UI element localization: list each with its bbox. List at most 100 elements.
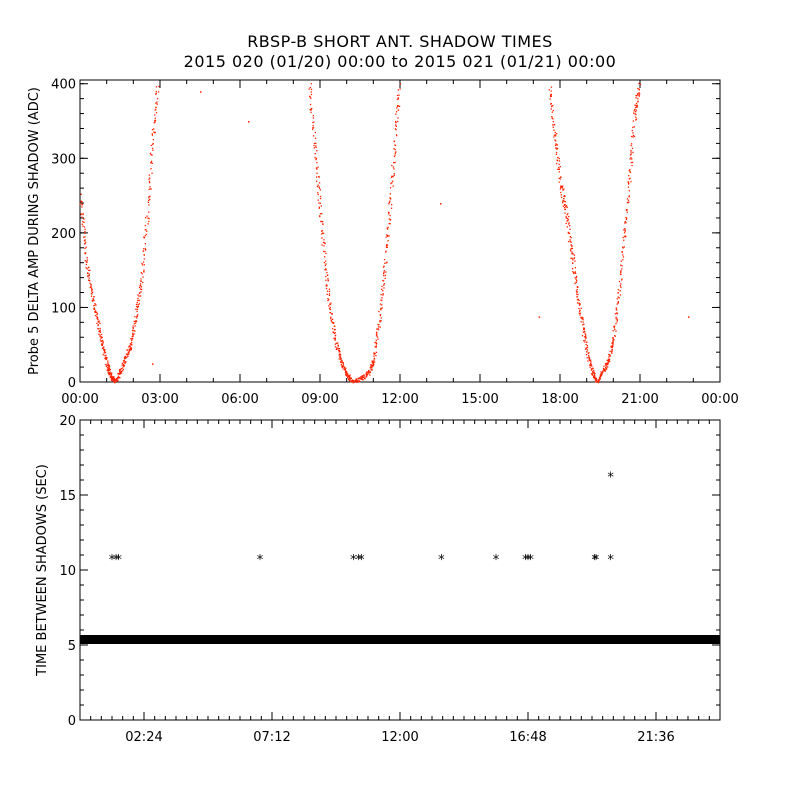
data-point (103, 348, 105, 350)
data-point (319, 195, 322, 198)
data-point (602, 367, 605, 370)
data-point (373, 353, 375, 355)
data-point (345, 372, 348, 374)
data-point (321, 230, 324, 232)
data-point (139, 288, 142, 290)
data-point: * (115, 553, 122, 568)
data-point (607, 362, 609, 364)
data-point (592, 371, 594, 373)
data-point (101, 344, 103, 346)
data-point (101, 343, 104, 346)
data-point (570, 250, 572, 252)
data-point (617, 301, 619, 303)
data-point (359, 377, 361, 379)
data-point (337, 342, 339, 344)
data-point (393, 174, 395, 177)
data-point (90, 284, 92, 286)
data-point (342, 368, 344, 370)
data-point (377, 338, 379, 340)
data-point (328, 308, 331, 310)
data-point (628, 190, 630, 192)
data-point (630, 151, 632, 153)
data-point (150, 162, 152, 164)
data-point (635, 105, 637, 107)
data-point (348, 378, 350, 381)
data-point (147, 223, 149, 225)
plot-frame (79, 419, 721, 721)
data-point (626, 209, 628, 211)
data-point (200, 91, 202, 93)
data-point (93, 299, 95, 302)
data-point (82, 221, 84, 223)
data-point (567, 212, 569, 215)
data-point (383, 283, 385, 285)
data-point (611, 342, 613, 344)
y-axis-label: Probe 5 DELTA AMP DURING SHADOW (ADC) (27, 87, 42, 375)
data-point (552, 124, 554, 126)
data-point (138, 299, 140, 302)
data-point (396, 107, 398, 109)
data-point (375, 339, 377, 341)
data-point (324, 250, 326, 253)
data-point (154, 131, 156, 134)
x-tick-label: 07:12 (253, 730, 290, 745)
data-point (353, 381, 355, 384)
data-point (139, 284, 141, 287)
data-point (324, 269, 326, 271)
x-tick-label: 21:36 (637, 730, 674, 745)
data-point (395, 134, 398, 136)
data-point (91, 291, 94, 294)
data-point (592, 371, 594, 374)
data-point (380, 307, 382, 310)
data-point (569, 225, 571, 227)
data-point: * (358, 553, 365, 568)
data-point (106, 369, 108, 371)
data-point (132, 333, 134, 336)
data-point (334, 337, 336, 339)
data-point (591, 373, 593, 375)
data-point (365, 373, 367, 375)
data-point (562, 202, 564, 204)
data-point (143, 236, 146, 239)
data-point (98, 333, 100, 335)
data-point (339, 354, 342, 356)
data-point (598, 380, 600, 382)
data-point (688, 316, 690, 318)
data-point (555, 143, 557, 145)
data-point (555, 153, 557, 155)
data-point (352, 380, 354, 382)
data-point (347, 377, 349, 379)
data-point (312, 121, 314, 124)
data-point (576, 275, 578, 278)
data-point (618, 280, 621, 283)
data-point (342, 365, 344, 367)
data-point (585, 334, 587, 336)
data-point (328, 293, 331, 295)
data-point (135, 303, 138, 306)
data-point (621, 278, 623, 280)
data-point (616, 309, 618, 311)
data-point (133, 330, 135, 332)
data-point (631, 158, 633, 160)
data-point (570, 241, 572, 243)
data-point (597, 380, 599, 382)
data-point (108, 374, 110, 376)
data-point (323, 250, 325, 253)
data-point (88, 277, 90, 279)
data-point (565, 216, 567, 218)
data-point (397, 120, 399, 123)
data-point (310, 88, 313, 91)
data-point (149, 182, 151, 184)
data-point (394, 149, 396, 151)
data-point (573, 257, 576, 259)
data-point (347, 376, 349, 378)
data-point (149, 152, 152, 154)
data-point: * (527, 553, 534, 568)
data-point (375, 351, 378, 353)
data-point (389, 223, 391, 225)
data-point (607, 360, 609, 362)
data-point (151, 172, 153, 174)
data-point (389, 198, 392, 200)
data-point (393, 155, 396, 158)
data-point (99, 327, 101, 330)
